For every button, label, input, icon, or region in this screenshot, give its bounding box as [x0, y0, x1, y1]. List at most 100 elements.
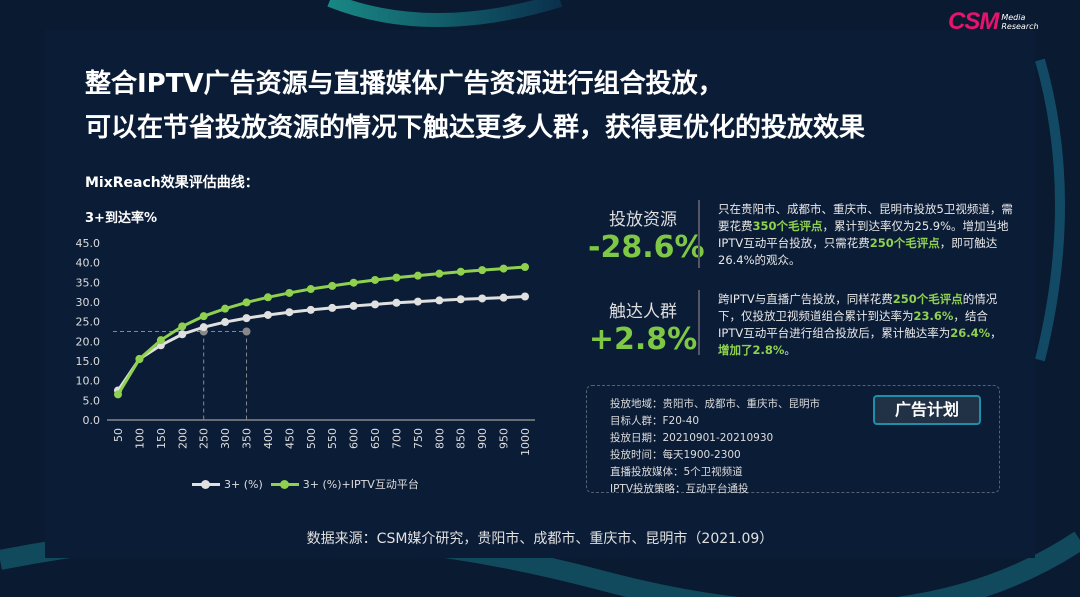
title-line2: 可以在节省投放资源的情况下触达更多人群，获得更优化的投放效果: [85, 113, 866, 143]
y-axis-label: 3+到达率%: [85, 211, 157, 226]
info-time: 投放时间：每天1900-2300: [610, 449, 741, 461]
data-point-0: [349, 301, 358, 310]
stat-value: +2.8%: [588, 322, 698, 357]
data-point-1: [263, 293, 272, 302]
chart-legend: 3+ (%) 3+ (%)+IPTV互动平台: [192, 476, 419, 492]
x-tick-label: 350: [241, 428, 254, 449]
data-point-1: [413, 271, 422, 280]
data-point-0: [413, 297, 422, 306]
data-point-1: [285, 288, 294, 297]
data-point-0: [328, 303, 337, 312]
legend-label-base: 3+ (%): [224, 477, 263, 491]
x-tick-label: 800: [433, 428, 446, 449]
x-tick-label: 200: [176, 428, 189, 449]
y-tick-label: 5.0: [83, 394, 101, 407]
data-point-0: [478, 294, 487, 303]
data-point-0: [242, 314, 251, 323]
info-date: 投放日期：20210901-20210930: [610, 432, 774, 444]
data-point-0: [221, 318, 230, 327]
section-title: MixReach效果评估曲线：: [85, 175, 259, 191]
data-point-1: [349, 278, 358, 287]
data-point-1: [135, 355, 144, 364]
series-line-0: [116, 294, 526, 392]
x-tick-label: 150: [155, 428, 168, 449]
stat-resource: 投放资源 -28.6%: [588, 205, 705, 265]
x-tick-label: 1000: [519, 428, 532, 456]
stat-label: 投放资源: [609, 210, 677, 230]
logo-sub1: Media: [1001, 13, 1026, 22]
divider: [698, 200, 700, 268]
csm-logo: CSM Media Research: [948, 8, 1039, 36]
x-tick-label: 850: [455, 428, 468, 449]
y-tick-label: 0.0: [83, 414, 101, 427]
campaign-info: 投放地域：贵阳市、成都市、重庆市、昆明市 目标人群：F20-40 投放日期：20…: [610, 396, 820, 498]
x-tick-label: 500: [305, 428, 318, 449]
data-point-1: [328, 281, 337, 290]
y-tick-label: 30.0: [76, 296, 101, 309]
data-point-1: [371, 275, 380, 284]
data-point-1: [199, 312, 208, 321]
data-point-1: [114, 390, 122, 399]
y-tick-label: 25.0: [76, 316, 101, 329]
series-line-1: [116, 265, 526, 396]
x-tick-label: 750: [412, 428, 425, 449]
data-point-1: [499, 264, 508, 273]
data-point-0: [392, 298, 401, 307]
y-tick-label: 35.0: [76, 276, 101, 289]
y-tick-label: 15.0: [76, 355, 101, 368]
x-tick-label: 400: [262, 428, 275, 449]
title-line1: 整合IPTV广告资源与直播媒体广告资源进行组合投放，: [85, 69, 724, 99]
data-point-0: [285, 308, 294, 317]
data-point-1: [392, 273, 401, 282]
data-point-0: [306, 305, 315, 314]
info-iptv-strategy: IPTV投放策略：互动平台通投: [610, 483, 749, 495]
description-resource: 只在贵阳市、成都市、重庆市、昆明市投放5卫视频道，需要花费350个毛评点，累计到…: [718, 202, 1013, 267]
campaign-info-box: [586, 385, 1000, 493]
data-point-0: [435, 296, 444, 305]
description-reach: 跨IPTV与直播广告投放，同样花费250个毛评点的情况下，仅投放卫视频道组合累计…: [718, 292, 1002, 357]
data-source: 数据来源：CSM媒介研究，贵阳市、成都市、重庆市、昆明市（2021.09）: [306, 531, 774, 547]
ad-plan-button[interactable]: 广告计划: [873, 395, 981, 425]
page-title: 整合IPTV广告资源与直播媒体广告资源进行组合投放， 可以在节省投放资源的情况下…: [85, 62, 865, 150]
x-tick-label: 650: [369, 428, 382, 449]
x-tick-label: 450: [283, 428, 296, 449]
x-tick-label: 700: [390, 428, 403, 449]
data-point-1: [521, 262, 529, 271]
y-tick-label: 45.0: [76, 237, 101, 250]
data-point-1: [456, 267, 465, 276]
data-point-1: [178, 322, 187, 331]
x-tick-label: 100: [133, 428, 146, 449]
y-tick-label: 20.0: [76, 335, 101, 348]
data-point-1: [435, 269, 444, 278]
data-point-1: [242, 298, 251, 307]
x-tick-label: 250: [198, 428, 211, 449]
data-point-1: [221, 304, 230, 313]
legend-label-iptv: 3+ (%)+IPTV互动平台: [302, 478, 419, 491]
x-tick-label: 50: [112, 428, 125, 442]
content-panel: [45, 30, 1035, 558]
x-tick-label: 900: [476, 428, 489, 449]
logo-brand: CSM: [948, 8, 999, 35]
legend-swatch-base: [192, 479, 220, 489]
data-point-0: [521, 292, 529, 301]
info-media: 直播投放媒体：5个卫视频道: [610, 466, 743, 478]
data-point-0: [199, 323, 208, 332]
stat-label: 触达人群: [609, 302, 677, 322]
data-point-0: [456, 295, 465, 304]
data-point-0: [263, 310, 272, 319]
x-tick-label: 600: [348, 428, 361, 449]
y-tick-label: 40.0: [76, 257, 101, 270]
data-point-1: [306, 285, 315, 294]
data-point-0: [371, 300, 380, 309]
divider: [698, 290, 700, 355]
data-point-1: [156, 336, 165, 345]
data-point-0: [178, 330, 187, 339]
logo-sub2: Research: [1001, 22, 1039, 31]
data-point-0: [499, 293, 508, 302]
y-tick-label: 10.0: [76, 375, 101, 388]
stat-value: -28.6%: [588, 230, 705, 265]
x-tick-label: 950: [498, 428, 511, 449]
data-point-1: [478, 266, 487, 275]
info-region: 投放地域：贵阳市、成都市、重庆市、昆明市: [610, 398, 820, 410]
